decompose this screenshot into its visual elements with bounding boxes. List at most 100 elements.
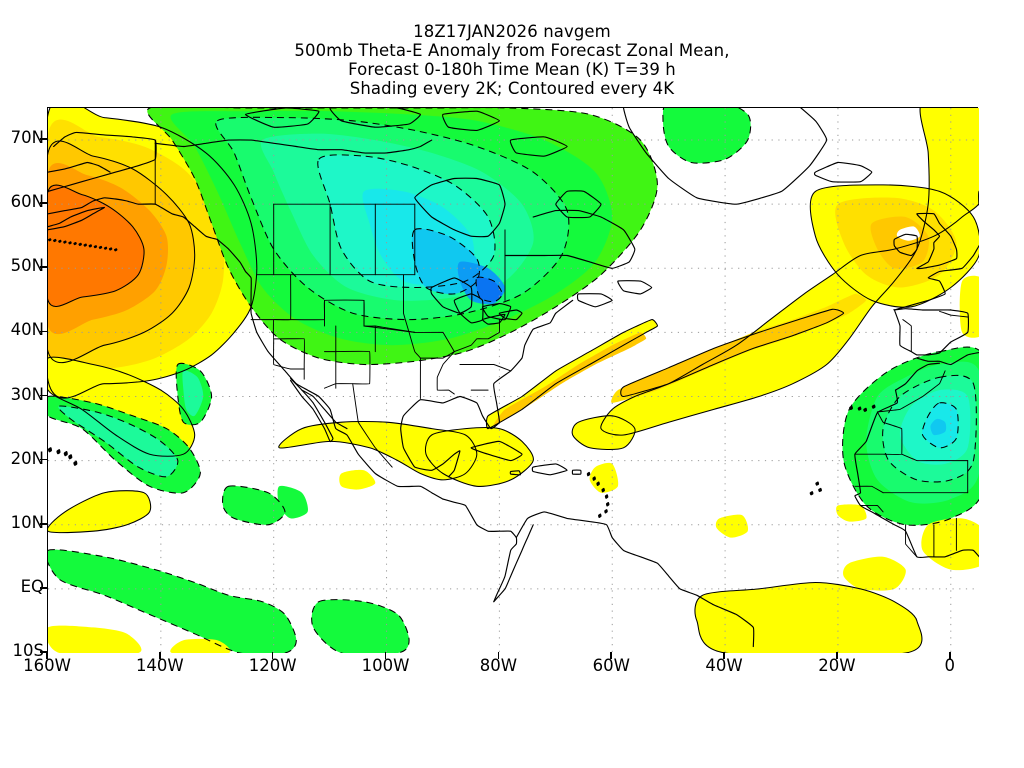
lon-tick-label: 160W — [23, 656, 71, 675]
political-border — [902, 319, 912, 353]
coastline — [576, 293, 613, 308]
political-border — [273, 338, 305, 370]
anomaly-shaded-region — [598, 513, 602, 519]
political-border — [419, 351, 455, 359]
anomaly-shaded-region — [843, 556, 906, 591]
coastline — [470, 440, 523, 462]
anomaly-shaded-region — [68, 454, 73, 460]
coastline — [509, 470, 521, 476]
anomaly-shaded-region — [425, 427, 534, 487]
lat-tick-mark — [40, 266, 47, 269]
lon-tick-mark — [46, 652, 48, 659]
coastline — [916, 212, 958, 270]
anomaly-shaded-region — [809, 491, 814, 496]
lat-tick-mark — [40, 138, 47, 140]
lon-tick-mark — [948, 652, 951, 659]
coastline — [515, 511, 755, 648]
anomaly-shaded-region — [108, 247, 113, 251]
lon-tick-label: 20W — [818, 656, 856, 675]
coastlines-and-borders — [48, 108, 979, 648]
contour-negative — [215, 116, 570, 321]
title-line-3: Forecast 0-180h Time Mean (K) T=39 h — [348, 60, 676, 79]
lat-tick-mark — [40, 394, 47, 397]
anomaly-shaded-region — [818, 487, 822, 493]
anomaly-shaded-region — [586, 471, 591, 477]
anomaly-shaded-region — [170, 638, 231, 653]
anomaly-shaded-region — [339, 469, 376, 490]
political-border — [905, 524, 918, 558]
lon-tick-label: 140W — [135, 656, 184, 675]
contour-negative — [317, 154, 496, 289]
lat-tick-label: 10S — [12, 641, 44, 660]
contour-positive — [600, 108, 979, 436]
anomaly-shaded-region — [694, 582, 922, 653]
anomaly-shaded-region — [58, 405, 178, 477]
coastline — [854, 389, 979, 559]
lon-tick-label: 100W — [361, 656, 410, 675]
coastline — [555, 190, 602, 219]
anomaly-shaded-region — [604, 494, 609, 499]
contour-positive — [485, 319, 658, 430]
coastline — [571, 469, 582, 475]
coastline — [48, 197, 218, 240]
anomaly-shaded-region — [715, 514, 749, 538]
coastline — [400, 299, 574, 478]
political-border — [939, 310, 969, 318]
anomaly-shaded-region — [815, 481, 820, 486]
anomaly-shaded-region — [48, 447, 52, 453]
anomaly-shaded-region — [896, 226, 920, 241]
political-border — [402, 274, 421, 399]
coastline — [301, 389, 348, 430]
coastline — [154, 139, 433, 154]
lat-tick-mark — [40, 202, 47, 204]
lat-tick-label: 60N — [10, 192, 44, 212]
coastline — [916, 351, 979, 366]
coastline — [622, 108, 828, 205]
anomaly-contour-map — [48, 108, 979, 653]
lat-tick-mark — [40, 651, 47, 653]
contour-positive — [424, 427, 534, 487]
lon-tick-label: 60W — [592, 656, 630, 675]
lat-lon-gridlines — [48, 108, 979, 653]
contour-negative — [662, 108, 752, 164]
lat-tick-label: 10N — [10, 512, 44, 532]
anomaly-shaded-region — [871, 404, 876, 409]
anomaly-shaded-region — [93, 245, 98, 249]
lat-tick-label: 40N — [10, 320, 44, 340]
contour-positive — [571, 415, 636, 451]
anomaly-shaded-region — [88, 244, 93, 248]
coastline — [894, 362, 941, 391]
contour-positive — [48, 356, 196, 457]
anomaly-shaded-region — [48, 625, 142, 653]
anomaly-shaded-region — [48, 549, 297, 653]
lon-tick-label: 40W — [705, 656, 743, 675]
coastline — [48, 161, 111, 173]
political-border — [854, 411, 903, 455]
lat-tick-label: 70N — [10, 128, 44, 148]
coastline — [430, 277, 473, 314]
anomaly-shaded-region — [600, 108, 979, 436]
chart-title-block: 18Z17JAN2026 navgem 500mb Theta-E Anomal… — [0, 22, 1024, 98]
lat-tick-mark — [40, 587, 47, 589]
anomaly-shaded-region — [863, 407, 868, 412]
coastline — [329, 108, 421, 128]
anomaly-shaded-region — [63, 240, 67, 244]
coastline — [493, 524, 534, 603]
contour-negative — [48, 395, 201, 494]
political-border — [901, 453, 969, 462]
lat-tick-label: EQ — [20, 576, 44, 596]
coastline — [442, 498, 518, 603]
coastline — [414, 177, 506, 238]
anomaly-shaded-region — [589, 462, 619, 493]
contour-negative — [57, 405, 179, 478]
lon-tick-mark — [384, 652, 387, 659]
contour-positive — [48, 184, 145, 307]
contour-negative — [311, 599, 410, 653]
contour-positive — [620, 308, 845, 398]
lon-tick-mark — [159, 652, 161, 659]
anomaly-shaded-region — [965, 108, 979, 193]
lon-tick-mark — [610, 652, 613, 659]
anomaly-shaded-region — [662, 108, 751, 164]
anomaly-shaded-region — [83, 243, 87, 247]
anomaly-shaded-region — [222, 485, 285, 525]
